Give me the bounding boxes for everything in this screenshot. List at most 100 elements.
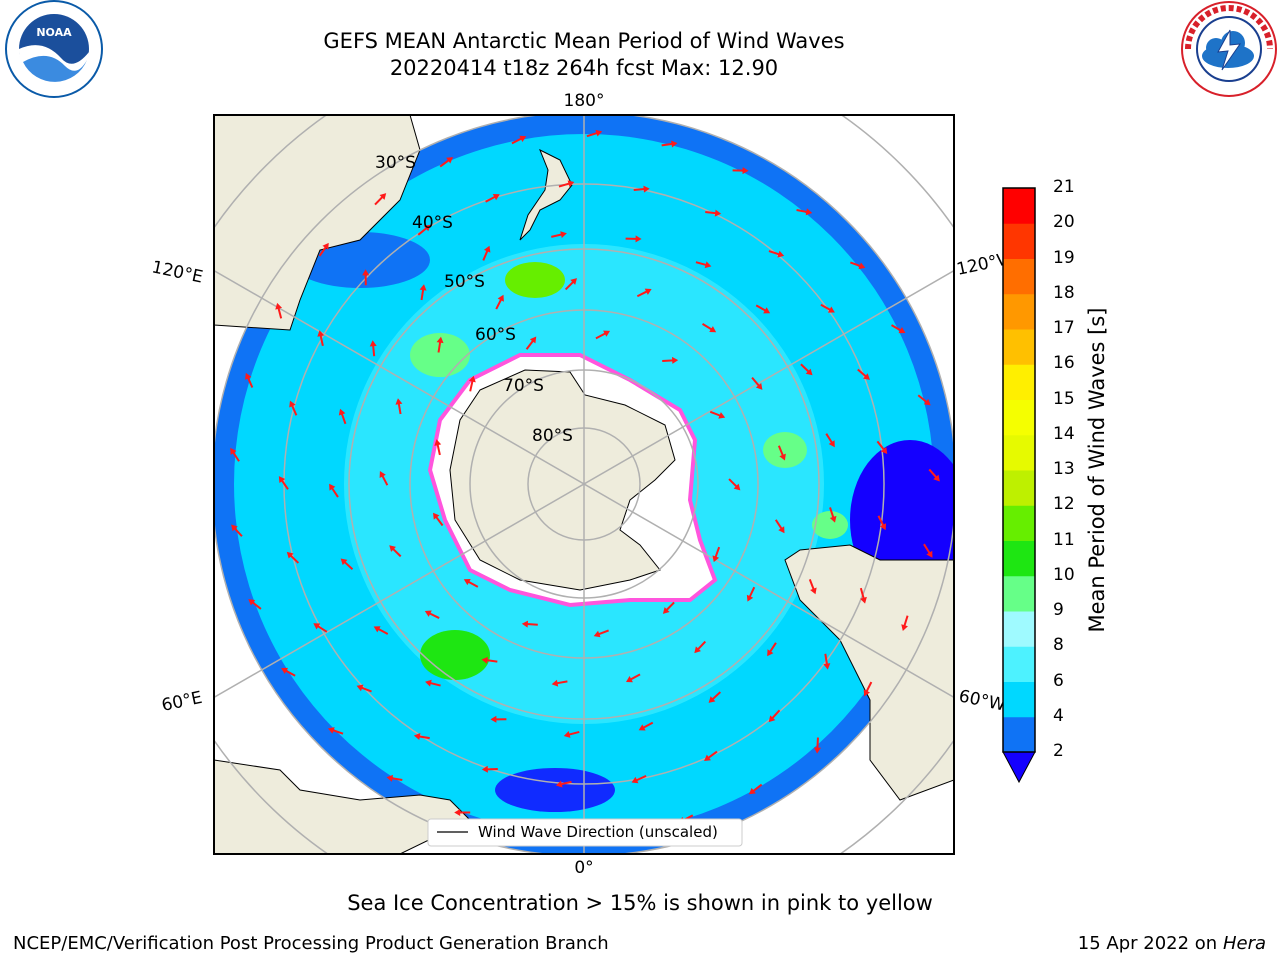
map-legend-label: Wind Wave Direction (unscaled) <box>478 823 718 841</box>
wind-arrow <box>849 261 866 270</box>
wind-arrow <box>551 231 567 239</box>
wind-arrow <box>636 288 652 298</box>
wind-arrow <box>454 808 471 816</box>
map-frame <box>213 114 955 855</box>
colorbar-tick-label: 21 <box>1053 177 1075 197</box>
colorbar-tick-label: 13 <box>1053 459 1075 479</box>
map-legend-box <box>427 818 743 847</box>
wind-arrow <box>796 208 813 216</box>
wind-arrow <box>877 515 887 531</box>
wind-arrow <box>245 372 254 388</box>
wind-arrow <box>564 278 577 291</box>
colorbar-tick-label: 15 <box>1053 388 1075 409</box>
colorbar-band <box>1003 470 1035 506</box>
wind-arrow <box>767 642 777 657</box>
date-host-text: 15 Apr 2022 on Hera <box>1078 933 1266 954</box>
colorbar-band <box>1003 329 1035 365</box>
noaa-logo: NOAA <box>5 0 103 98</box>
wind-arrow <box>495 294 504 310</box>
wind-arrow <box>768 709 781 723</box>
colorbar-tick-label: 17 <box>1053 318 1075 338</box>
colorbar-tick-label: 8 <box>1053 635 1064 656</box>
wind-arrow <box>633 185 650 193</box>
lon-label-0: 0° <box>574 858 593 878</box>
noaa-logo-text: NOAA <box>36 26 72 39</box>
wind-arrow <box>481 765 498 773</box>
wind-arrow <box>631 774 647 784</box>
wind-arrow <box>395 398 403 415</box>
land-australia <box>214 115 421 331</box>
wind-arrow <box>317 330 325 347</box>
wind-direction-arrows <box>230 129 940 838</box>
wind-arrow <box>555 780 572 788</box>
colorbar <box>1002 187 1036 784</box>
wind-arrow <box>490 715 507 723</box>
wind-arrow <box>695 261 712 269</box>
colorbar-tick-label: 4 <box>1053 705 1064 726</box>
wind-arrow <box>777 445 786 461</box>
colorbar-tick-label: 9 <box>1053 600 1064 620</box>
wind-arrow <box>374 193 387 206</box>
wind-arrow <box>595 330 611 340</box>
wind-arrow <box>563 730 580 738</box>
host-text: Hera <box>1222 933 1266 954</box>
wind-arrow <box>755 304 771 314</box>
wind-arrow <box>638 721 654 731</box>
nws-logo <box>1181 1 1277 97</box>
wind-arrow <box>928 468 940 482</box>
wind-arrow <box>625 235 642 243</box>
colorbar-tick-label: 2 <box>1053 741 1064 761</box>
patch-blue-south <box>495 768 615 812</box>
wind-arrow <box>433 512 444 527</box>
wind-arrow <box>248 599 262 610</box>
wind-arrow <box>808 579 817 595</box>
wind-arrow <box>417 224 431 236</box>
patch-green-2 <box>410 333 470 377</box>
colorbar-tick-label: 10 <box>1053 564 1075 585</box>
lon-label-60e: 60°E <box>160 688 204 716</box>
wind-arrow <box>551 679 568 687</box>
wind-arrow <box>278 476 289 490</box>
colorbar-bands <box>1003 188 1035 753</box>
wind-arrow <box>327 727 344 735</box>
colorbar-band <box>1003 681 1035 718</box>
colorbar-band <box>1003 575 1035 612</box>
wind-arrow <box>318 242 329 257</box>
wind-arrow <box>481 656 498 664</box>
wind-arrow <box>859 587 867 604</box>
patch-green-3 <box>420 630 490 680</box>
wind-arrow <box>525 336 537 350</box>
chart-title: GEFS MEAN Antarctic Mean Period of Wind … <box>323 29 845 53</box>
wind-arrow <box>281 667 296 677</box>
wind-arrow <box>709 410 726 419</box>
wind-arrow <box>901 615 909 631</box>
colorbar-band <box>1003 293 1035 330</box>
patch-green-5 <box>812 511 848 539</box>
land-new-zealand <box>519 148 573 241</box>
colorbar-tick-label: 19 <box>1053 247 1075 268</box>
colorbar-extend-triangle <box>1002 751 1036 784</box>
wind-arrow <box>768 250 785 258</box>
wind-arrow <box>338 408 347 425</box>
colorbar-band <box>1003 399 1035 436</box>
colorbar-label: Mean Period of Wind Waves [s] <box>1085 307 1109 633</box>
wind-arrow <box>708 691 722 703</box>
wind-arrow <box>482 245 491 261</box>
lat-label-70s: 70°S <box>503 376 544 396</box>
wind-arrow <box>329 483 339 498</box>
wind-arrow <box>230 447 240 462</box>
wind-arrow <box>662 356 679 364</box>
colorbar-frame <box>1002 187 1036 753</box>
wind-arrow <box>704 750 718 762</box>
wind-arrow <box>823 653 831 670</box>
colorbar-band <box>1003 716 1035 753</box>
wind-arrow <box>369 340 377 357</box>
lat-label-60s: 60°S <box>475 325 516 345</box>
wind-arrow <box>521 620 538 628</box>
wind-arrow <box>702 322 717 333</box>
wind-arrow <box>917 394 931 406</box>
wind-arrow <box>436 336 444 353</box>
colorbar-band <box>1003 434 1035 471</box>
colorbar-tick-label: 16 <box>1053 353 1075 374</box>
chart-subtitle: 20220414 t18z 264h fcst Max: 12.90 <box>389 56 779 80</box>
